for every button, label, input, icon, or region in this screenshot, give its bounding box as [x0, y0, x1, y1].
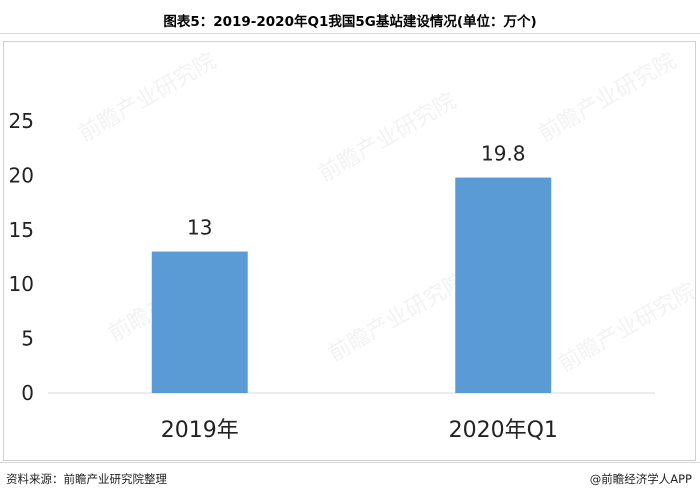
data-label: 19.8 — [481, 142, 526, 166]
chart-title: 图表5：2019-2020年Q1我国5G基站建设情况(单位：万个) — [163, 14, 537, 30]
bar — [151, 251, 248, 393]
data-label: 13 — [187, 216, 212, 240]
top-divider — [0, 33, 700, 34]
y-tick-label: 15 — [9, 218, 34, 242]
x-tick-label: 2019年 — [161, 418, 239, 443]
y-tick-label: 5 — [21, 327, 34, 351]
watermark-text: 前瞻产业研究院 — [325, 269, 471, 368]
app-watermark-note: @前瞻经济学人APP — [589, 472, 692, 486]
y-tick-label: 25 — [9, 109, 34, 133]
y-tick-label: 20 — [9, 163, 34, 187]
x-tick-label: 2020年Q1 — [449, 418, 558, 443]
watermark-text: 前瞻产业研究院 — [535, 49, 681, 148]
watermark-text: 前瞻产业研究院 — [75, 49, 221, 148]
bar — [455, 177, 552, 393]
bottom-divider — [0, 462, 700, 463]
watermark-text: 前瞻产业研究院 — [315, 89, 461, 188]
bar-chart: 前瞻产业研究院前瞻产业研究院前瞻产业研究院前瞻产业研究院前瞻产业研究院前瞻产业研… — [9, 49, 700, 443]
y-tick-label: 10 — [9, 272, 34, 296]
source-note: 资料来源：前瞻产业研究院整理 — [6, 472, 167, 486]
watermark-text: 前瞻产业研究院 — [555, 279, 696, 378]
y-tick-label: 0 — [21, 381, 34, 405]
chart-frame: 前瞻产业研究院前瞻产业研究院前瞻产业研究院前瞻产业研究院前瞻产业研究院前瞻产业研… — [3, 41, 700, 461]
